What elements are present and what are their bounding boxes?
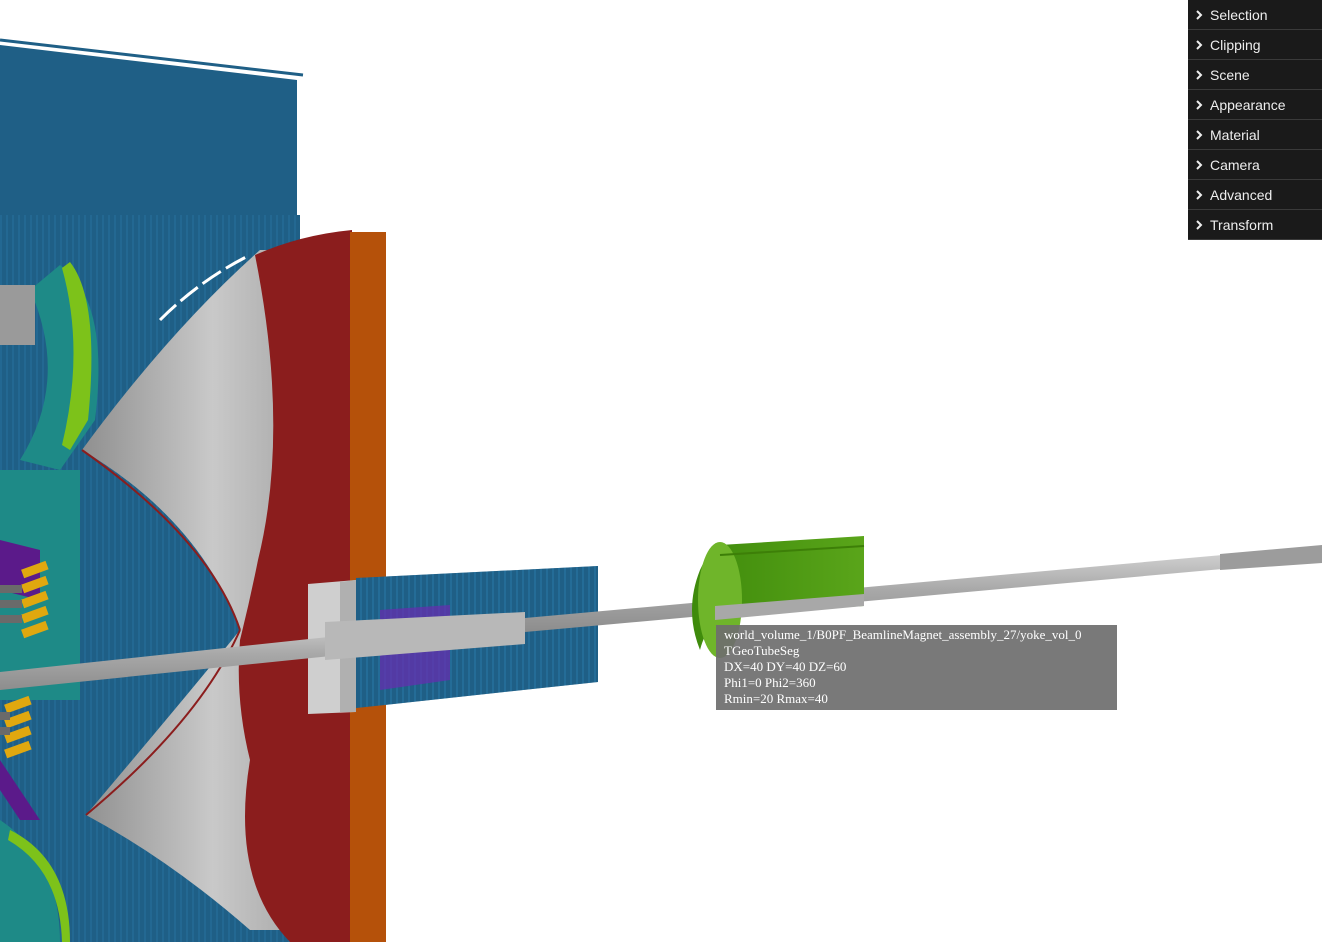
tooltip-dimensions: DX=40 DY=40 DZ=60 xyxy=(724,659,847,674)
menu-item-material[interactable]: Material xyxy=(1188,120,1322,150)
menu-item-camera[interactable]: Camera xyxy=(1188,150,1322,180)
volume-info-tooltip: world_volume_1/B0PF_BeamlineMagnet_assem… xyxy=(716,625,1117,710)
tooltip-phi-range: Phi1=0 Phi2=360 xyxy=(724,675,816,690)
menu-item-scene[interactable]: Scene xyxy=(1188,60,1322,90)
chevron-right-icon xyxy=(1188,0,1210,30)
menu-item-label: Advanced xyxy=(1210,186,1273,203)
menu-item-label: Camera xyxy=(1210,156,1260,173)
calorimeter-bars xyxy=(0,560,49,759)
red-endcap-disk xyxy=(238,230,352,942)
chevron-right-icon xyxy=(1188,210,1210,240)
chevron-right-icon xyxy=(1188,60,1210,90)
controls-menu: Selection Clipping Scene Appearance Mate… xyxy=(1188,0,1322,240)
menu-item-clipping[interactable]: Clipping xyxy=(1188,30,1322,60)
chevron-right-icon xyxy=(1188,120,1210,150)
menu-item-transform[interactable]: Transform xyxy=(1188,210,1322,240)
inner-detector xyxy=(0,262,99,942)
menu-item-label: Material xyxy=(1210,126,1260,143)
menu-item-label: Selection xyxy=(1210,6,1268,23)
tooltip-volume-path: world_volume_1/B0PF_BeamlineMagnet_assem… xyxy=(724,627,1082,642)
chevron-right-icon xyxy=(1188,150,1210,180)
menu-item-label: Appearance xyxy=(1210,96,1286,113)
chevron-right-icon xyxy=(1188,30,1210,60)
menu-item-appearance[interactable]: Appearance xyxy=(1188,90,1322,120)
tooltip-shape-type: TGeoTubeSeg xyxy=(724,643,800,658)
chevron-right-icon xyxy=(1188,180,1210,210)
chevron-right-icon xyxy=(1188,90,1210,120)
menu-item-label: Scene xyxy=(1210,66,1250,83)
menu-item-selection[interactable]: Selection xyxy=(1188,0,1322,30)
menu-item-advanced[interactable]: Advanced xyxy=(1188,180,1322,210)
menu-item-label: Clipping xyxy=(1210,36,1261,53)
menu-item-label: Transform xyxy=(1210,216,1274,233)
tooltip-radii: Rmin=20 Rmax=40 xyxy=(724,691,828,706)
